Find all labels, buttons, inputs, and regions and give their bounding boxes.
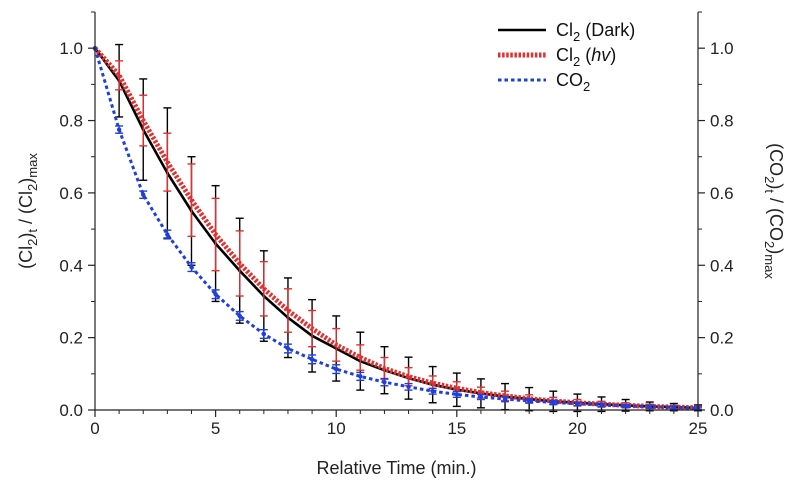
data-point (117, 73, 121, 77)
data-point (358, 356, 362, 360)
data-point (262, 287, 266, 291)
data-point (382, 366, 386, 370)
data-point (238, 261, 242, 265)
x-tick-label: 20 (568, 419, 587, 438)
data-point (479, 391, 483, 395)
y-tick-label-right: 0.2 (710, 329, 734, 348)
data-point (407, 375, 411, 379)
data-point (309, 357, 315, 362)
data-point (647, 404, 652, 409)
data-point (382, 379, 387, 385)
data-point (165, 160, 169, 164)
series-2 (92, 45, 702, 411)
data-point (285, 346, 291, 351)
y-axis-title-left: (Cl2)t / (Cl2)max (16, 153, 40, 269)
data-point (214, 233, 218, 237)
data-point (116, 127, 122, 132)
data-point (261, 331, 267, 337)
data-point (189, 198, 193, 202)
y-tick-label-right: 1.0 (710, 39, 734, 58)
legend-label: Cl2 (hv) (556, 45, 616, 69)
data-point (526, 398, 532, 404)
x-tick-label: 15 (447, 419, 466, 438)
data-point (213, 292, 218, 297)
legend: Cl2 (Dark)Cl2 (hv)CO2 (498, 20, 635, 94)
data-point (189, 264, 194, 270)
data-point (141, 119, 145, 123)
y-tick-label-left: 0.6 (59, 184, 83, 203)
y-tick-label-left: 0.8 (59, 112, 83, 131)
x-tick-label: 5 (211, 419, 220, 438)
data-point (237, 313, 242, 319)
data-point (671, 405, 677, 410)
data-point (575, 401, 580, 407)
data-point (334, 366, 339, 372)
y-tick-label-right: 0.8 (710, 112, 734, 131)
data-point (310, 327, 314, 331)
y-tick-label-right: 0.6 (710, 184, 734, 203)
x-tick-label: 0 (90, 419, 99, 438)
x-axis-title: Relative Time (min.) (316, 458, 476, 478)
y-tick-label-left: 0.4 (59, 256, 83, 275)
data-point (551, 400, 556, 405)
data-point (286, 309, 290, 312)
data-point (478, 394, 484, 400)
series-line (93, 46, 699, 411)
data-point (165, 232, 170, 237)
series-0 (93, 43, 702, 413)
data-point (599, 402, 604, 408)
data-point (431, 381, 435, 385)
data-point (141, 192, 146, 197)
data-point (358, 374, 363, 379)
series-1 (93, 46, 702, 411)
data-point (623, 403, 628, 409)
data-point (502, 396, 508, 402)
legend-label: Cl2 (Dark) (556, 20, 635, 44)
plot-series (92, 43, 702, 413)
y-tick-label-right: 0.0 (710, 401, 734, 420)
legend-label: CO2 (556, 70, 590, 94)
y-axis-title-right: (CO2)t / (CO2)max (762, 143, 786, 279)
series-line (93, 47, 699, 410)
y-tick-label-right: 0.4 (710, 256, 734, 275)
y-tick-label-left: 1.0 (59, 39, 83, 58)
series-line (93, 47, 699, 410)
data-point (406, 384, 411, 390)
x-tick-label: 10 (327, 419, 346, 438)
data-point (334, 343, 338, 347)
data-point (454, 392, 459, 397)
y-tick-label-left: 0.2 (59, 329, 83, 348)
data-point (455, 386, 459, 390)
y-tick-label-left: 0.0 (59, 401, 83, 420)
x-tick-label: 25 (689, 419, 708, 438)
data-point (430, 388, 435, 394)
